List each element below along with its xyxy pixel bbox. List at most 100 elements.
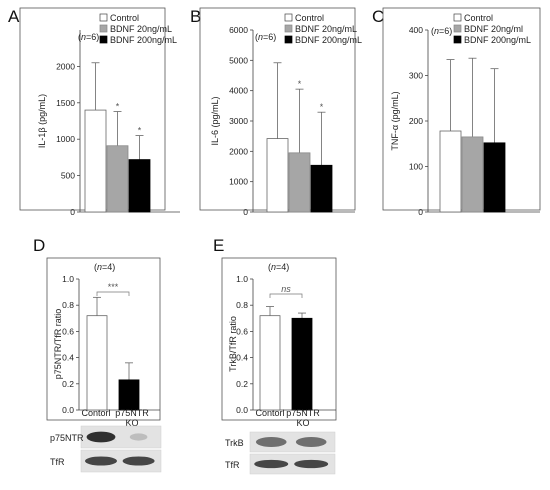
panel-e-y-tick-label-0: 0.0 xyxy=(236,405,248,415)
panel-d-blot-band-0-1 xyxy=(129,433,148,441)
panel-b-legend-label-1: BDNF 20ng/mL xyxy=(295,24,357,34)
panel-e-blot-band-0-0 xyxy=(255,437,287,447)
panel-b-sig-2: * xyxy=(320,102,324,112)
panel-d-sig-bracket xyxy=(96,291,130,296)
panel-a-y-tick-label-3: 1500 xyxy=(56,98,75,108)
panel-e-category-label-1: p75NTR KO xyxy=(286,408,320,428)
panel-d-letter: D xyxy=(33,236,45,255)
panel-b-legend-label-0: Control xyxy=(295,13,324,23)
panel-e-bar-1 xyxy=(291,317,313,411)
panel-e-y-tick-label-1: 0.2 xyxy=(236,379,248,389)
panel-a-letter: A xyxy=(8,7,20,26)
panel-c-y-tick-label-4: 400 xyxy=(409,25,423,35)
panel-d-category-label-1: p75NTR KO xyxy=(115,408,149,428)
panel-d-y-tick-label-3: 0.6 xyxy=(62,326,74,336)
panel-a-y-tick-label-0: 0 xyxy=(70,207,75,217)
panel-c-bar-1 xyxy=(461,136,484,213)
panel-c-frame xyxy=(382,7,541,211)
panel-d-blot-label-1: TfR xyxy=(50,457,65,467)
panel-a-legend-label-1: BDNF 20ng/mL xyxy=(110,24,172,34)
panel-e-blot-band-0-1 xyxy=(295,437,327,447)
panel-b-legend-swatch-2 xyxy=(284,35,293,44)
panel-d-bar-0 xyxy=(86,315,108,411)
panel-c-y-tick-label-0: 0 xyxy=(418,207,423,217)
panel-a-bar-2 xyxy=(128,159,151,213)
panel-b-bar-1 xyxy=(288,152,311,213)
panel-c-y-title: TNF-α (pg/mL) xyxy=(390,91,400,150)
panel-b-y-tick-label-4: 4000 xyxy=(229,86,248,96)
panel-b-y-tick-label-6: 6000 xyxy=(229,25,248,35)
panel-e-letter: E xyxy=(213,236,224,255)
panel-e-category-label-0: Contorl xyxy=(255,408,284,418)
panel-b-y-tick-label-0: 0 xyxy=(243,207,248,217)
panel-c-y-tick-label-2: 200 xyxy=(409,116,423,126)
panel-c-legend-swatch-1 xyxy=(453,24,462,33)
panel-d-bar-1 xyxy=(118,379,140,411)
panel-e-bar-0 xyxy=(259,315,281,411)
panel-c-bar-2 xyxy=(483,142,506,213)
panel-c-legend-swatch-2 xyxy=(453,35,462,44)
panel-d-blot-band-0-0 xyxy=(86,431,116,443)
panel-d-frame xyxy=(46,257,161,421)
panel-e-y-tick-label-4: 0.8 xyxy=(236,300,248,310)
panel-e-y-tick-label-5: 1.0 xyxy=(236,274,248,284)
panel-a-legend-label-2: BDNF 200ng/mL xyxy=(110,35,177,45)
panel-d-blot-bg-0 xyxy=(80,425,162,449)
panel-c-legend-label-2: BDNF 200ng/mL xyxy=(464,35,531,45)
panel-d-n-label: (n=4) xyxy=(94,262,115,272)
panel-d-y-tick-label-2: 0.4 xyxy=(62,353,74,363)
panel-e-n-label: (n=4) xyxy=(268,262,289,272)
panel-b-y-title: IL-6 (pg/mL) xyxy=(210,96,220,145)
panel-e-y-tick-label-3: 0.6 xyxy=(236,326,248,336)
panel-a-sig-2: * xyxy=(138,126,142,136)
panel-b-sig-1: * xyxy=(298,79,302,89)
panel-e-blot-band-1-1 xyxy=(294,459,329,469)
panel-d-blot-band-1-0 xyxy=(85,456,117,466)
panel-d-blot-band-1-1 xyxy=(122,456,155,466)
panel-b-bar-0 xyxy=(266,138,289,213)
panel-a-bar-0 xyxy=(84,109,107,213)
panel-a-y-tick-label-1: 500 xyxy=(61,171,75,181)
panel-b-bar-2 xyxy=(310,164,333,213)
panel-e-blot-label-1: TfR xyxy=(225,460,240,470)
panel-d-category-label-0: Contorl xyxy=(81,408,110,418)
panel-e-frame xyxy=(221,257,337,421)
panel-c-legend-label-1: BDNF 20ng/ml xyxy=(464,24,523,34)
panel-c-legend-label-0: Control xyxy=(464,13,493,23)
panel-e-blot-bg-1 xyxy=(249,453,336,475)
panel-b-legend-label-2: BDNF 200ng/mL xyxy=(295,35,362,45)
panel-b-letter: B xyxy=(190,7,201,26)
panel-d-blot-label-0: p75NTR xyxy=(50,433,84,443)
panel-d-y-tick-label-5: 1.0 xyxy=(62,274,74,284)
panel-b-y-tick-label-1: 1000 xyxy=(229,177,248,187)
panel-d-sig-label: *** xyxy=(108,282,119,292)
panel-b-legend-swatch-1 xyxy=(284,24,293,33)
panel-c-y-tick-label-3: 300 xyxy=(409,71,423,81)
panel-a-y-title: IL-1β (pg/mL) xyxy=(37,94,47,148)
panel-a-bar-1 xyxy=(106,145,129,213)
panel-b-y-tick-label-3: 3000 xyxy=(229,116,248,126)
panel-a-legend-swatch-2 xyxy=(99,35,108,44)
panel-c-y-tick-label-1: 100 xyxy=(409,162,423,172)
panel-a-y-tick-label-2: 1000 xyxy=(56,134,75,144)
panel-c-legend-swatch-0 xyxy=(453,13,462,22)
panel-e-y-tick-label-2: 0.4 xyxy=(236,353,248,363)
panel-a-legend-swatch-0 xyxy=(99,13,108,22)
panel-c-bar-0 xyxy=(439,130,462,213)
panel-d-y-title: p75NTR/TfR ratio xyxy=(53,309,63,380)
panel-d-blot-bg-1 xyxy=(80,449,162,473)
panel-b-n-label: (n=6) xyxy=(255,32,276,42)
panel-b-y-tick-label-2: 2000 xyxy=(229,146,248,156)
panel-a-sig-1: * xyxy=(116,102,120,112)
panel-e-blot-label-0: TrkB xyxy=(225,438,244,448)
panel-b-legend-swatch-0 xyxy=(284,13,293,22)
panel-e-sig-bracket xyxy=(269,293,303,298)
panel-d-y-tick-label-4: 0.8 xyxy=(62,300,74,310)
panel-e-y-title: TrkB/TfR ratio xyxy=(228,316,238,372)
panel-c-letter: C xyxy=(372,7,384,26)
panel-e-sig-label: ns xyxy=(281,284,291,294)
panel-a-legend-label-0: Control xyxy=(110,13,139,23)
panel-b-y-tick-label-5: 5000 xyxy=(229,55,248,65)
panel-c-n-label: (n=6) xyxy=(431,26,452,36)
